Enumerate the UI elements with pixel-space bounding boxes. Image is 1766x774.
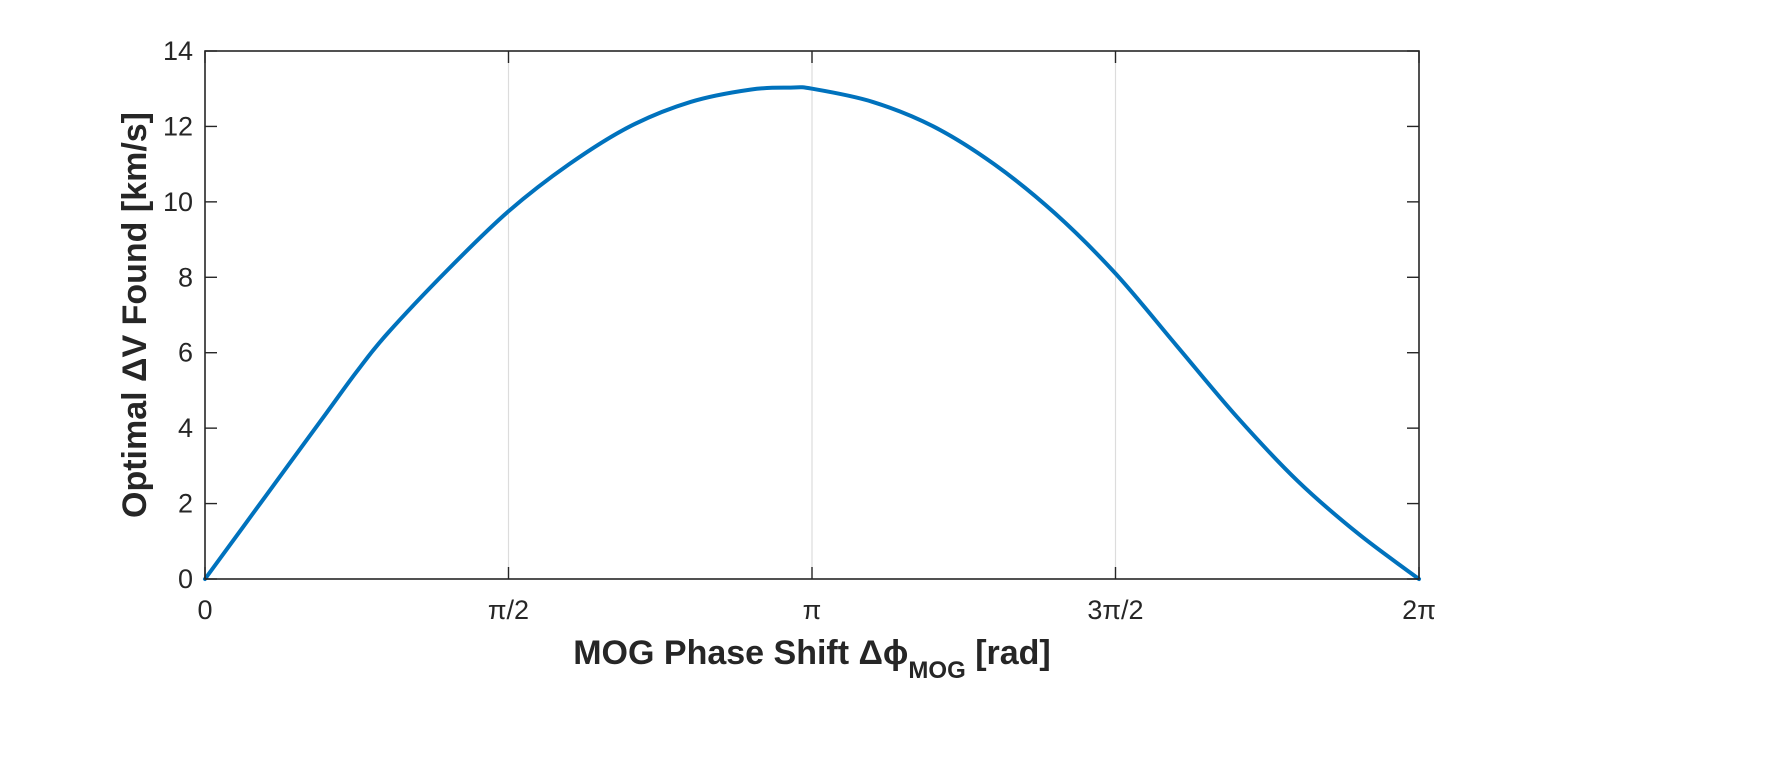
x-tick-label: 3π/2 (1087, 595, 1143, 625)
x-axis-title: MOG Phase Shift ΔϕMOG [rad] (573, 634, 1051, 684)
y-tick-label: 6 (178, 338, 193, 368)
y-axis-title: Optimal ΔV Found [km/s] (116, 112, 154, 518)
x-axis-title-suffix: [rad] (966, 634, 1051, 672)
x-tick-label: 2π (1402, 595, 1436, 625)
y-tick-label: 12 (163, 111, 193, 141)
x-axis-title-main: MOG Phase Shift Δϕ (573, 634, 908, 672)
x-axis-title-subscript: MOG (908, 657, 965, 684)
y-tick-label: 2 (178, 489, 193, 519)
y-tick-label: 0 (178, 564, 193, 594)
y-tick-label: 14 (163, 36, 193, 66)
x-tick-label: π/2 (488, 595, 529, 625)
y-tick-label: 4 (178, 413, 193, 443)
x-tick-label: 0 (197, 595, 212, 625)
y-tick-label: 10 (163, 187, 193, 217)
x-tick-label: π (803, 595, 822, 625)
y-tick-label: 8 (178, 262, 193, 292)
